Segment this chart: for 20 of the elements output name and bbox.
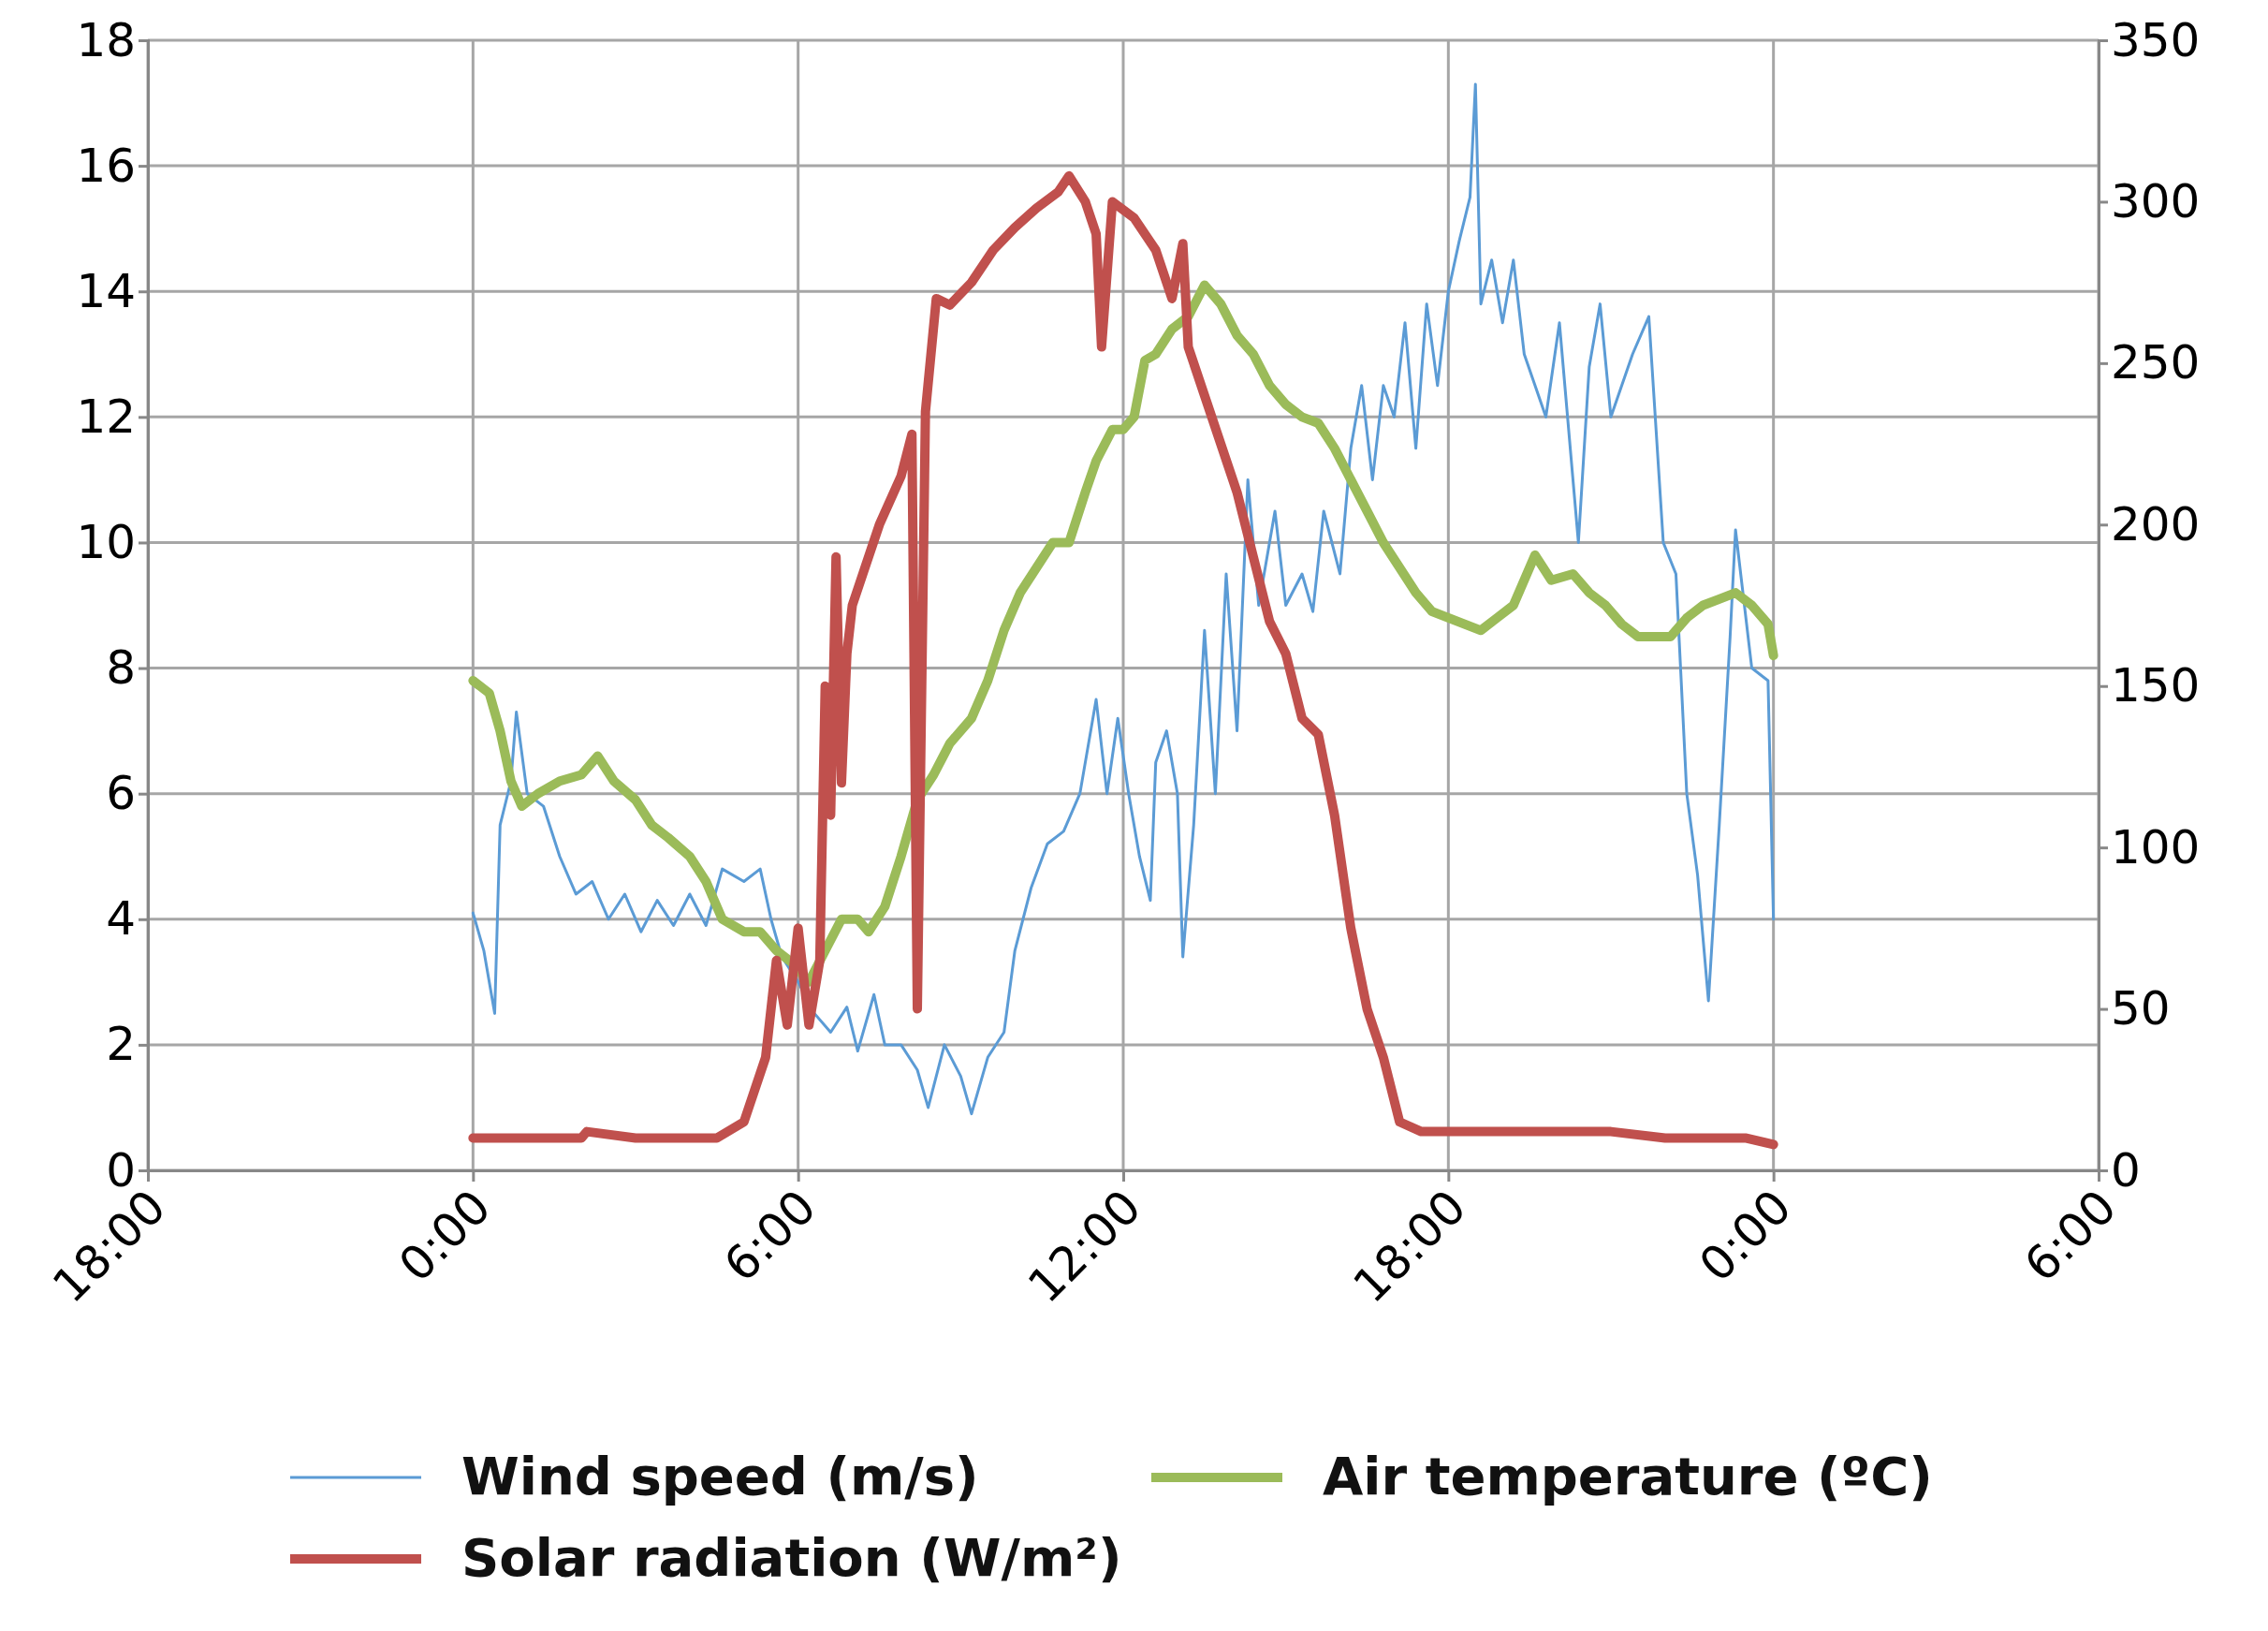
y-tick-label: 12 bbox=[76, 389, 136, 444]
y-tick-label: 10 bbox=[76, 514, 136, 569]
legend-label: Solar radiation (W/m²) bbox=[461, 1527, 1122, 1588]
y2-tick-label: 350 bbox=[2111, 12, 2201, 67]
y-tick-label: 8 bbox=[106, 640, 136, 696]
y-tick-label: 4 bbox=[106, 891, 136, 947]
y2-tick-label: 150 bbox=[2111, 658, 2201, 713]
legend-label: Wind speed (m/s) bbox=[461, 1446, 979, 1506]
y-tick-label: 16 bbox=[76, 138, 136, 193]
y-tick-label: 14 bbox=[76, 263, 136, 318]
legend-label: Air temperature (ºC) bbox=[1323, 1446, 1933, 1506]
y2-tick-label: 0 bbox=[2111, 1142, 2141, 1198]
y2-tick-label: 200 bbox=[2111, 496, 2201, 551]
y2-tick-label: 50 bbox=[2111, 981, 2171, 1036]
y-tick-label: 18 bbox=[76, 12, 136, 67]
y2-tick-label: 250 bbox=[2111, 335, 2201, 390]
y2-tick-label: 300 bbox=[2111, 173, 2201, 228]
y-tick-label: 2 bbox=[106, 1017, 136, 1072]
y-tick-label: 6 bbox=[106, 766, 136, 821]
y2-tick-label: 100 bbox=[2111, 819, 2201, 874]
